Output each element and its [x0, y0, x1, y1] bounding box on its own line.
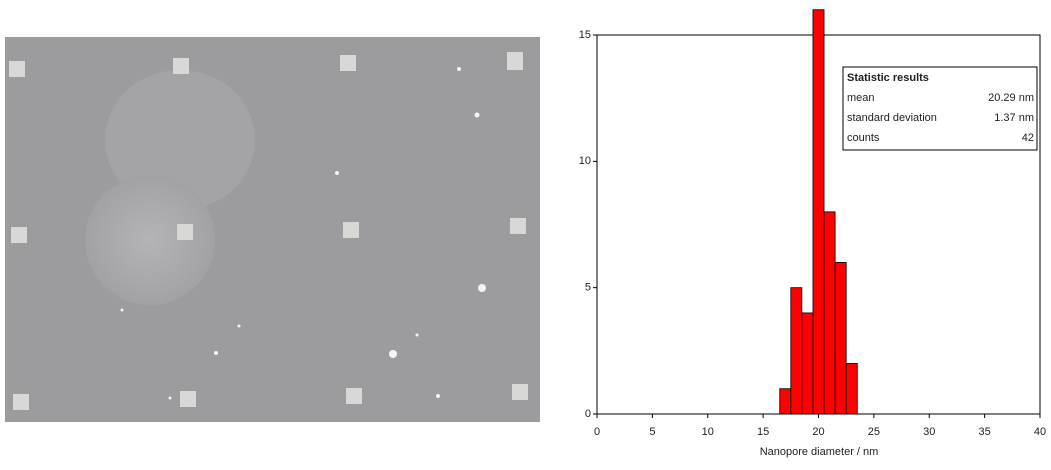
y-tick-label: 10: [579, 155, 591, 167]
histogram-bar: [835, 262, 846, 414]
x-tick-label: 0: [594, 426, 600, 438]
histogram-bar: [780, 389, 791, 414]
micrograph: [5, 37, 540, 422]
x-tick-label: 40: [1034, 426, 1046, 438]
x-tick-label: 5: [649, 426, 655, 438]
histogram-bar: [802, 313, 813, 414]
x-tick-label: 25: [868, 426, 880, 438]
stats-box: Statistic results mean 20.29 nm standard…: [843, 67, 1037, 150]
histogram-bar: [846, 363, 857, 414]
histogram-bar: [813, 10, 824, 414]
x-tick-label: 20: [812, 426, 824, 438]
y-tick-label: 15: [579, 29, 591, 41]
y-tick-label: 5: [585, 282, 591, 294]
stats-label: standard deviation: [847, 112, 937, 124]
stats-value: 1.37 nm: [994, 112, 1034, 124]
x-tick-label: 10: [702, 426, 714, 438]
stats-title: Statistic results: [847, 72, 929, 84]
stats-label: counts: [847, 132, 880, 144]
x-tick-label: 30: [923, 426, 935, 438]
x-axis-label: Nanopore diameter / nm: [760, 446, 879, 458]
stats-value: 42: [1022, 132, 1034, 144]
histogram-bar: [824, 212, 835, 414]
stats-value: 20.29 nm: [988, 92, 1034, 104]
x-tick-label: 35: [979, 426, 991, 438]
stats-label: mean: [847, 92, 875, 104]
figure: Nanopore diameter / nm 0 5 10 15 20 25 30 35 40 0…: [0, 0, 1051, 465]
x-tick-label: 15: [757, 426, 769, 438]
y-tick-label: 0: [585, 408, 591, 420]
page: {"chart_data": {"type": "histogram", "xl…: [0, 0, 1051, 470]
histogram-bar: [791, 288, 802, 414]
